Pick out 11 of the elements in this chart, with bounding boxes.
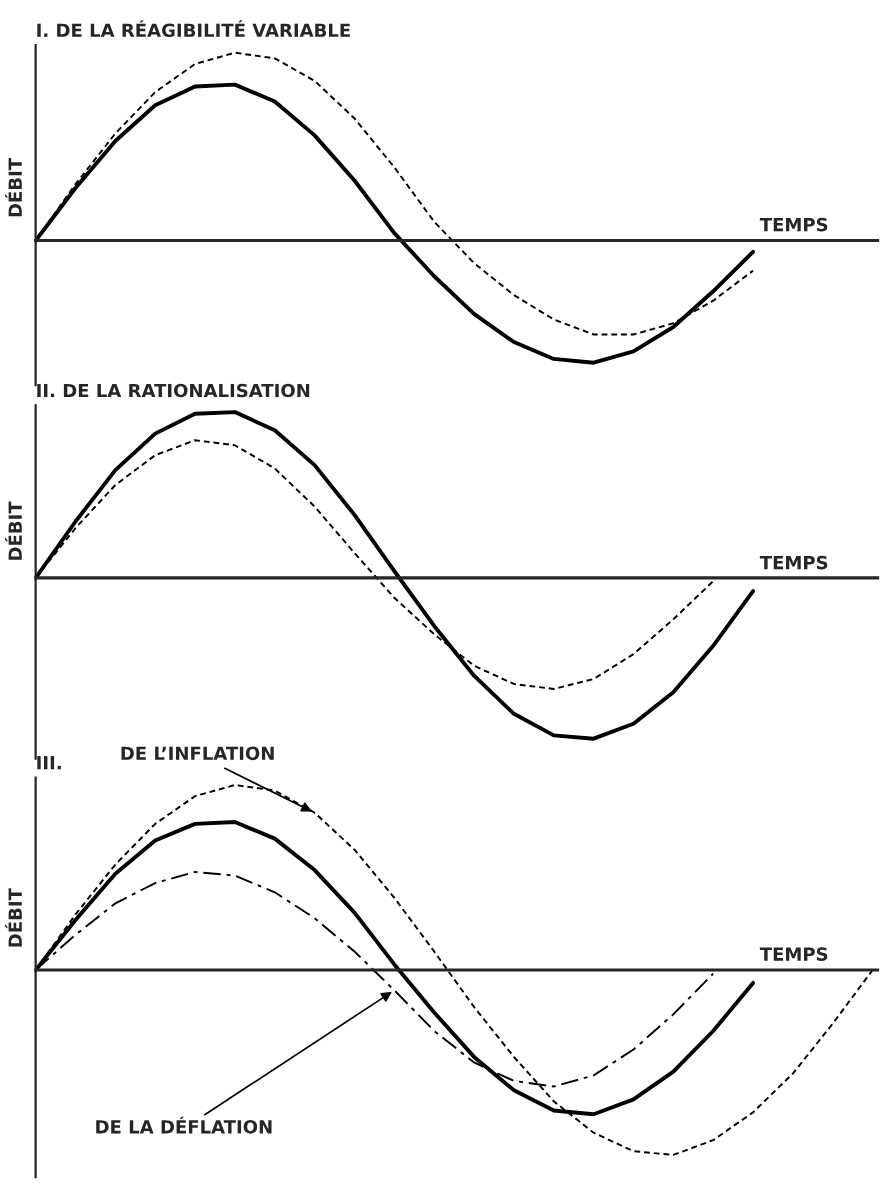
x-axis-title: TEMPS <box>759 947 828 961</box>
chart-title: II. DE LA RATIONALISATION <box>37 383 310 398</box>
y-axis-title: DÉBIT <box>5 501 22 560</box>
y-axis-title: DÉBIT <box>5 888 22 947</box>
y-axis-title: DÉBIT <box>5 158 22 217</box>
text: DE LA DÉFLATION <box>96 1116 272 1134</box>
x-axis-title: TEMPS <box>759 217 828 232</box>
series-label: DE L’INFLATION <box>121 746 274 761</box>
chart-title: III. <box>37 756 61 770</box>
chart-title: I. DE LA RÉAGIBILITÉ VARIABLE <box>37 20 350 38</box>
x-axis-title: TEMPS <box>759 555 828 570</box>
